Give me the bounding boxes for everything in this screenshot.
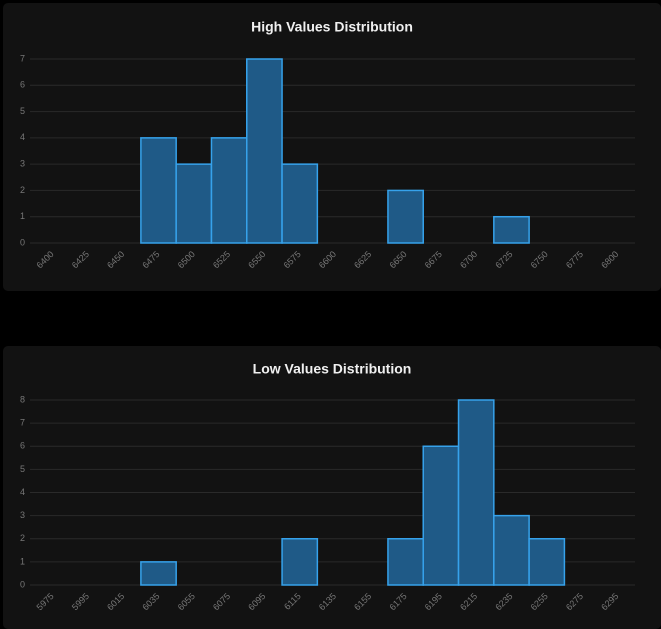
bar [210,137,248,244]
bar [140,561,177,586]
bar [246,58,283,244]
y-tick-label: 6 [20,80,25,90]
y-tick-label: 2 [20,533,25,543]
chart-title: Low Values Distribution [253,361,412,377]
y-tick-label: 6 [20,441,25,451]
y-tick-label: 2 [20,185,25,195]
y-tick-label: 4 [20,487,25,497]
bar [387,189,424,244]
y-tick-label: 7 [20,53,25,63]
panel [3,346,661,629]
bar [422,445,460,586]
bar [387,538,424,586]
y-tick-label: 8 [20,394,25,404]
y-tick-label: 3 [20,510,25,520]
bar [493,215,530,244]
y-tick-label: 3 [20,159,25,169]
panel [3,3,661,291]
y-tick-label: 4 [20,132,25,142]
bar [493,514,530,586]
bar [175,163,213,244]
y-tick-label: 7 [20,418,25,428]
bar [457,399,495,586]
bar [140,137,177,244]
bar [528,538,566,586]
y-tick-label: 1 [20,556,25,566]
bar [281,163,319,244]
y-tick-label: 1 [20,211,25,221]
y-tick-label: 0 [20,237,25,247]
y-tick-label: 5 [20,464,25,474]
y-tick-label: 0 [20,579,25,589]
y-tick-label: 5 [20,106,25,116]
bar [281,538,319,586]
chart-title: High Values Distribution [251,19,413,35]
